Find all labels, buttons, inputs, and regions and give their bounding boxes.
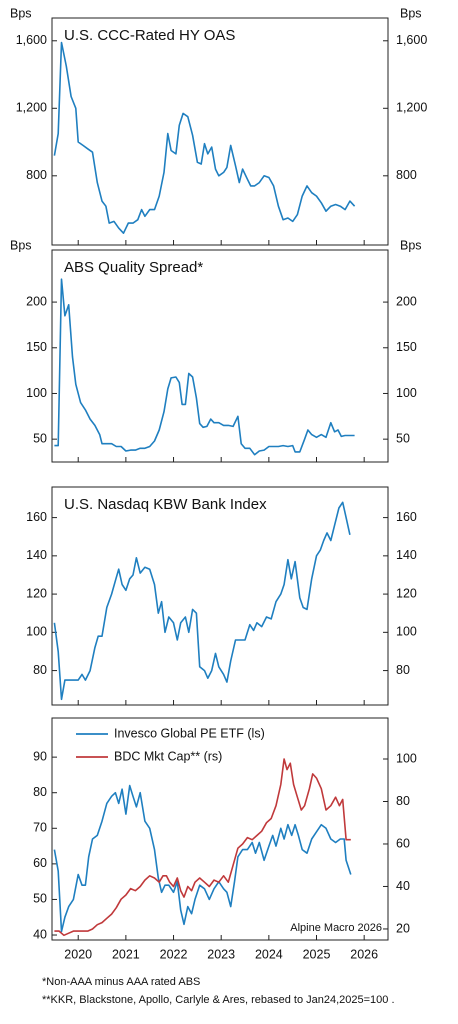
y-tick-label: 60 xyxy=(33,856,47,870)
y2-axis-label: Bps xyxy=(400,238,422,252)
y-tick-label: 80 xyxy=(33,663,47,677)
y-tick-label: 160 xyxy=(26,510,47,524)
y-tick-label: 70 xyxy=(33,821,47,835)
y2-tick-label: 1,600 xyxy=(396,33,427,47)
y-tick-label: 100 xyxy=(26,625,47,639)
y2-tick-label: 100 xyxy=(396,625,417,639)
plot-frame xyxy=(51,486,389,706)
y2-tick-label: 20 xyxy=(396,921,410,935)
y2-tick-label: 140 xyxy=(396,548,417,562)
y-tick-label: 80 xyxy=(33,785,47,799)
x-tick-label: 2025 xyxy=(303,947,331,961)
y2-tick-label: 100 xyxy=(396,751,417,765)
y2-tick-label: 200 xyxy=(396,294,417,308)
footnote: **KKR, Blackstone, Apollo, Carlyle & Are… xyxy=(42,994,395,1006)
y-axis-label: Bps xyxy=(10,238,32,252)
y2-tick-label: 1,200 xyxy=(396,101,427,115)
y-tick-label: 50 xyxy=(33,892,47,906)
y2-tick-label: 150 xyxy=(396,340,417,354)
y-tick-label: 100 xyxy=(26,386,47,400)
series-line xyxy=(53,41,356,234)
plot-frame xyxy=(51,17,389,246)
y-tick-label: 150 xyxy=(26,340,47,354)
source-note: Alpine Macro 2026 xyxy=(290,922,382,934)
y2-tick-label: 60 xyxy=(396,836,410,850)
x-tick-label: 2026 xyxy=(350,947,378,961)
series-line xyxy=(54,758,351,937)
x-tick-label: 2022 xyxy=(160,947,188,961)
y-tick-label: 1,200 xyxy=(16,101,47,115)
series-line xyxy=(53,501,351,701)
x-tick-label: 2023 xyxy=(207,947,235,961)
x-tick-label: 2024 xyxy=(255,947,283,961)
y2-tick-label: 80 xyxy=(396,794,410,808)
y2-tick-label: 40 xyxy=(396,879,410,893)
plot-frame xyxy=(51,717,389,941)
y2-tick-label: 120 xyxy=(396,586,417,600)
y2-tick-label: 160 xyxy=(396,510,417,524)
x-tick-label: 2021 xyxy=(112,947,140,961)
y-tick-label: 50 xyxy=(33,431,47,445)
y-tick-label: 800 xyxy=(26,168,47,182)
y2-tick-label: 80 xyxy=(396,663,410,677)
footnote: *Non-AAA minus AAA rated ABS xyxy=(42,976,200,988)
y-tick-label: 120 xyxy=(26,586,47,600)
y2-tick-label: 800 xyxy=(396,168,417,182)
plot-frame xyxy=(51,249,389,463)
series-line xyxy=(54,278,355,456)
y-tick-label: 90 xyxy=(33,749,47,763)
y-axis-label: Bps xyxy=(10,6,32,20)
legend-label: BDC Mkt Cap** (rs) xyxy=(114,749,222,763)
x-tick-label: 2020 xyxy=(64,947,92,961)
panel-title: U.S. Nasdaq KBW Bank Index xyxy=(64,496,267,513)
legend-label: Invesco Global PE ETF (ls) xyxy=(114,726,265,740)
y2-tick-label: 100 xyxy=(396,386,417,400)
panel-title: ABS Quality Spread* xyxy=(64,259,203,276)
series-line xyxy=(53,784,352,933)
panel-title: U.S. CCC-Rated HY OAS xyxy=(64,27,235,44)
y2-axis-label: Bps xyxy=(400,6,422,20)
y-tick-label: 1,600 xyxy=(16,33,47,47)
y-tick-label: 40 xyxy=(33,927,47,941)
y-tick-label: 200 xyxy=(26,294,47,308)
y-tick-label: 140 xyxy=(26,548,47,562)
y2-tick-label: 50 xyxy=(396,431,410,445)
